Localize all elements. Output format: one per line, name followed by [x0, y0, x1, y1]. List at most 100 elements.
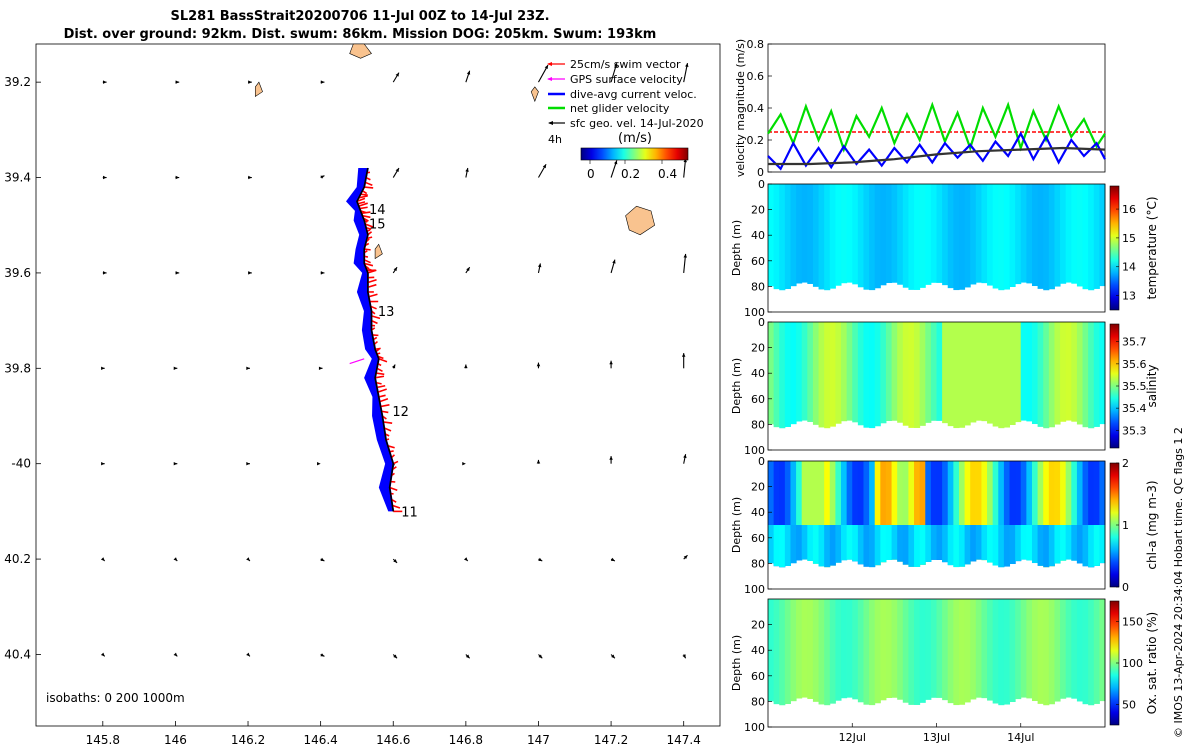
- heatmap-lower-layer: [1065, 525, 1072, 560]
- heatmap-column: [784, 322, 791, 427]
- time-x-ticks: 12Jul 13Jul 14Jul: [839, 723, 1034, 744]
- heatmap-column: [1082, 599, 1089, 705]
- heatmap-column: [958, 184, 966, 290]
- heatmap-column: [869, 184, 876, 291]
- heatmap-column: [947, 599, 954, 704]
- swim-vector: [363, 259, 371, 264]
- geo-velocity-arrowhead: [320, 557, 325, 561]
- velocity-axes-box: [767, 43, 1106, 173]
- heatmap-lower-layer: [846, 525, 853, 560]
- heatmap-column: [908, 322, 915, 428]
- heatmap-column: [1099, 599, 1106, 702]
- heatmap-column: [1088, 599, 1095, 706]
- heatmap-column: [829, 599, 836, 704]
- heatmap-column: [1088, 322, 1095, 429]
- day-label-13: 13: [378, 305, 395, 320]
- geo-velocity-arrowhead: [683, 555, 688, 560]
- swim-vector: [376, 384, 386, 389]
- heatmap-column: [863, 461, 870, 567]
- heatmap-column: [1003, 322, 1011, 428]
- swim-vector: [383, 421, 393, 424]
- heatmap-column: [1009, 599, 1016, 703]
- heatmap-column: [1048, 322, 1055, 428]
- heatmap-column: [902, 599, 909, 703]
- heatmap-column: [1060, 599, 1067, 699]
- heatmap-lower-layer: [807, 525, 814, 561]
- geo-velocity-arrowhead: [248, 271, 252, 275]
- heatmap-column: [1015, 599, 1022, 700]
- heatmap-column: [942, 322, 949, 424]
- heatmap-lower-layer: [779, 525, 786, 568]
- heatmap-column: [947, 184, 954, 289]
- geo-velocity-arrowhead: [466, 267, 470, 272]
- heatmap-column: [964, 461, 971, 565]
- heatmap-lower-layer: [1031, 525, 1039, 564]
- geo-velocity-arrowhead: [536, 362, 541, 367]
- geo-velocity-arrowhead: [612, 259, 616, 264]
- geo-velocity-arrowhead: [100, 557, 105, 561]
- heatmap-lower-layer: [824, 525, 831, 568]
- heatmap-column: [947, 322, 954, 427]
- heatmap-lower-layer: [998, 525, 1005, 568]
- heatmap-ytick-label: 40: [751, 506, 765, 519]
- geo-velocity-arrowhead: [465, 168, 469, 172]
- heatmap-column: [818, 599, 825, 705]
- heatmap-column: [1071, 599, 1078, 699]
- heatmap-ytick-label: 80: [751, 280, 765, 293]
- heatmap-column: [975, 599, 982, 698]
- heatmap-axes-box: [767, 460, 1106, 590]
- velocity-ytick-label: 0.6: [747, 70, 765, 83]
- heatmap-column: [824, 461, 831, 568]
- geo-velocity-arrowhead: [683, 158, 687, 163]
- heatmap-ytick-label: 80: [751, 557, 765, 570]
- land-layer: [254, 43, 655, 260]
- heatmap-lower-layer: [1037, 525, 1044, 566]
- heatmap-column: [975, 461, 982, 560]
- heatmap-lower-layer: [908, 525, 915, 567]
- swim-vector: [377, 388, 387, 393]
- heatmap-column: [835, 184, 842, 286]
- heatmap-lower-layer: [981, 525, 988, 561]
- velocity-ytick-label: 0: [757, 166, 764, 179]
- heatmap-column: [1054, 322, 1061, 425]
- heatmap-column: [1031, 461, 1039, 564]
- heatmap-column: [824, 322, 831, 429]
- heatmap-column: [964, 599, 971, 703]
- title-line-1: SL281 BassStrait20200706 11-Jul 00Z to 1…: [170, 9, 550, 24]
- heatmap-ytick-label: 100: [744, 583, 765, 596]
- heatmap-lower-layer: [880, 525, 887, 563]
- heatmap-column: [891, 184, 898, 283]
- heatmap-column: [936, 322, 943, 421]
- heatmap-colorbar-tick-label: 35.4: [1122, 402, 1147, 415]
- heatmap-column: [885, 461, 893, 560]
- heatmap-column: [925, 184, 932, 285]
- heatmap-column: [998, 599, 1005, 706]
- heatmap-colorbar-tick-label: 14: [1122, 261, 1136, 274]
- swim-vector: [364, 248, 371, 251]
- heatmap-column: [846, 184, 853, 283]
- heatmap-column: [1037, 184, 1044, 289]
- heatmap-column: [1093, 184, 1100, 289]
- heatmap-column: [829, 322, 836, 427]
- map-cbar-tick-2: 0.4: [658, 167, 677, 181]
- geo-velocity-arrowhead: [462, 461, 466, 466]
- geo-velocity-arrowhead: [391, 364, 396, 369]
- heatmap-column: [880, 184, 887, 286]
- oxygen-panel: 20 40 60 80 100 Depth (m) 50 100 150 Ox. sat. rat…: [730, 598, 1159, 734]
- day-label-11: 11: [401, 505, 418, 520]
- geo-velocity-arrowhead: [173, 366, 178, 371]
- heatmap-lower-layer: [829, 525, 836, 566]
- heatmap-column: [807, 461, 814, 561]
- geo-velocity-arrowhead: [103, 175, 107, 180]
- heatmap-column: [1099, 322, 1106, 425]
- heatmap-column: [1060, 322, 1067, 422]
- geo-velocity-arrowhead: [536, 459, 541, 464]
- heatmap-column: [942, 461, 949, 563]
- heatmap-colorbar-tick-label: 35.7: [1122, 336, 1147, 349]
- heatmap-column: [970, 184, 977, 285]
- heatmap-column: [852, 461, 859, 562]
- legend-geo-label: sfc geo. vel. 14-Jul-2020: [570, 117, 704, 130]
- heatmap-column: [835, 322, 842, 424]
- lat-tick-label: 39.2: [4, 75, 31, 89]
- land-patch: [254, 81, 263, 98]
